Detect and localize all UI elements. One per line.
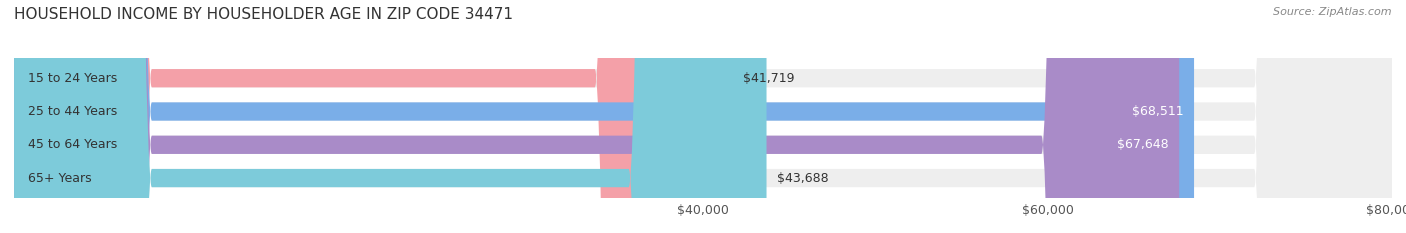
FancyBboxPatch shape <box>14 0 1180 233</box>
FancyBboxPatch shape <box>14 0 766 233</box>
FancyBboxPatch shape <box>14 0 1392 233</box>
Text: $41,719: $41,719 <box>742 72 794 85</box>
Text: 45 to 64 Years: 45 to 64 Years <box>28 138 117 151</box>
Text: $43,688: $43,688 <box>778 171 828 185</box>
Text: HOUSEHOLD INCOME BY HOUSEHOLDER AGE IN ZIP CODE 34471: HOUSEHOLD INCOME BY HOUSEHOLDER AGE IN Z… <box>14 7 513 22</box>
FancyBboxPatch shape <box>14 0 1392 233</box>
FancyBboxPatch shape <box>14 0 733 233</box>
Text: Source: ZipAtlas.com: Source: ZipAtlas.com <box>1274 7 1392 17</box>
FancyBboxPatch shape <box>14 0 1194 233</box>
Text: 25 to 44 Years: 25 to 44 Years <box>28 105 117 118</box>
Text: $67,648: $67,648 <box>1118 138 1168 151</box>
Text: 65+ Years: 65+ Years <box>28 171 91 185</box>
Text: $68,511: $68,511 <box>1132 105 1184 118</box>
FancyBboxPatch shape <box>14 0 1392 233</box>
FancyBboxPatch shape <box>14 0 1392 233</box>
Text: 15 to 24 Years: 15 to 24 Years <box>28 72 117 85</box>
